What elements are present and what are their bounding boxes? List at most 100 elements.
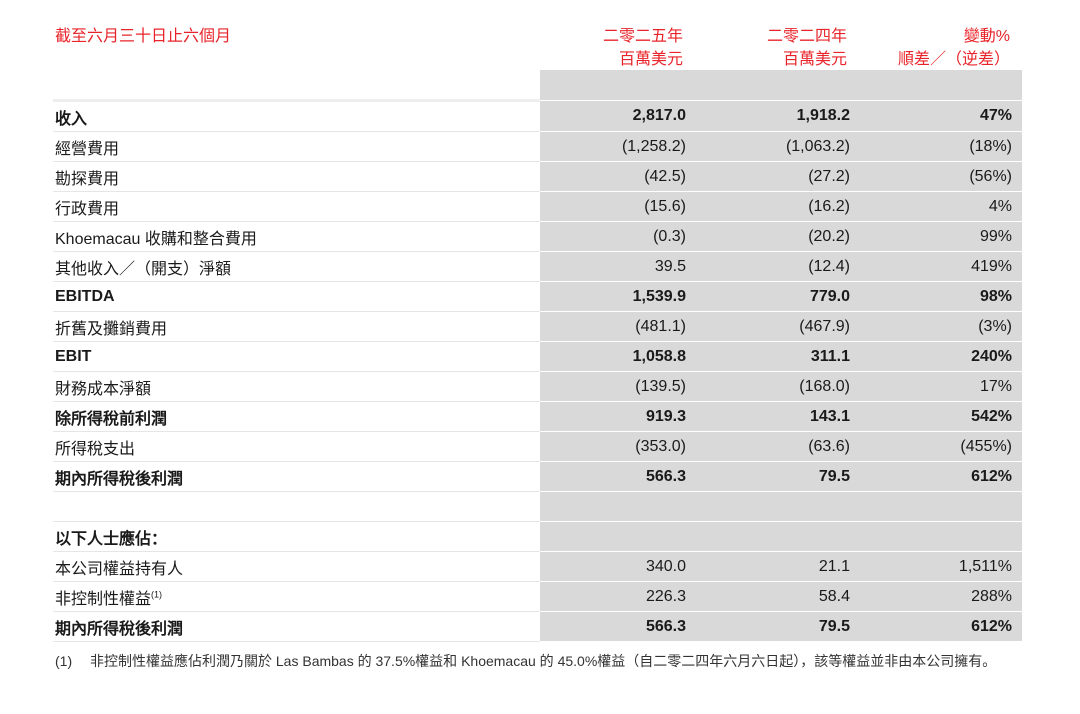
value-2024: (20.2) [702,221,862,252]
row-label: 所得稅支出 [53,431,540,462]
value-2025: 566.3 [540,461,702,492]
value-2024: 143.1 [702,401,862,432]
row-label: 以下人士應佔： [53,521,540,552]
row-label: 除所得稅前利潤 [53,401,540,432]
value-2025: (1,258.2) [540,131,702,162]
value-change [862,521,1022,552]
spacer [862,70,1022,101]
value-2025: 226.3 [540,581,702,612]
value-change: 4% [862,191,1022,222]
value-change: 419% [862,251,1022,282]
column-header-2024: 二零二四年 百萬美元 [687,25,847,71]
value-2024: 21.1 [702,551,862,582]
row-label: 勘探費用 [53,161,540,192]
table-row: 期內所得稅後利潤 566.3 79.5 612% [53,461,1022,492]
value-2024: (63.6) [702,431,862,462]
value-change: 612% [862,461,1022,492]
value-change: 98% [862,281,1022,312]
row-label-text: 行政費用 [55,200,120,218]
value-2025: (0.3) [540,221,702,252]
row-label: 期內所得稅後利潤 [53,611,540,642]
column-header-unit: 百萬美元 [782,51,847,68]
footnote-marker: (1) [55,653,73,669]
spacer [53,70,540,102]
value-change [862,491,1022,522]
column-header-change: 變動% 順差／（逆差） [850,25,1010,71]
table-row: 財務成本淨額 (139.5) (168.0) 17% [53,371,1022,402]
table-row: 除所得稅前利潤 919.3 143.1 542% [53,401,1022,432]
spacer [540,70,702,101]
row-label: 財務成本淨額 [53,371,540,402]
table-row: 期內所得稅後利潤 566.3 79.5 612% [53,611,1022,642]
footnote-text: 非控制性權益應佔利潤乃關於 Las Bambas 的 37.5%權益和 Khoe… [90,653,997,669]
row-label: 折舊及攤銷費用 [53,311,540,342]
value-2025: 39.5 [540,251,702,282]
value-2024: 79.5 [702,611,862,642]
value-2024: 311.1 [702,341,862,372]
value-2025: (15.6) [540,191,702,222]
value-change: (56%) [862,161,1022,192]
table-row: 勘探費用 (42.5) (27.2) (56%) [53,161,1022,192]
value-2025: 2,817.0 [540,100,702,132]
value-2024: 779.0 [702,281,862,312]
value-2025: 340.0 [540,551,702,582]
value-change: 612% [862,611,1022,642]
column-header-2025: 二零二五年 百萬美元 [523,25,683,71]
value-2024 [702,491,862,522]
table-row: EBIT 1,058.8 311.1 240% [53,341,1022,372]
row-label-text: 期內所得稅後利潤 [55,470,184,488]
column-header-change-sub: 順差／（逆差） [897,51,1010,68]
column-header-year: 二零二五年 [602,28,683,45]
row-label-text: 其他收入／（開支）淨額 [55,260,232,278]
row-label: 其他收入／（開支）淨額 [53,251,540,282]
table-row: 收入 2,817.0 1,918.2 47% [53,100,1022,132]
row-label-text: 勘探費用 [55,170,120,188]
value-2024: (12.4) [702,251,862,282]
income-statement-table: 收入 2,817.0 1,918.2 47% 經營費用 (1,258.2) (1,063.2… [53,70,1022,642]
row-label-text: 以下人士應佔： [55,530,168,548]
value-2024: (16.2) [702,191,862,222]
row-label-text: 收入 [55,110,88,128]
row-label-text: EBIT [55,347,92,365]
row-label-text: 折舊及攤銷費用 [55,320,168,338]
row-label: 非控制性權益(1) [53,581,540,612]
row-label-text: EBITDA [55,287,115,305]
row-label-text: 所得稅支出 [55,440,136,458]
row-label-text: 經營費用 [55,140,120,158]
row-label: 收入 [53,100,540,132]
table-row: EBITDA 1,539.9 779.0 98% [53,281,1022,312]
value-2025: 1,539.9 [540,281,702,312]
value-2025 [540,521,702,552]
row-label-text: Khoemacau 收購和整合費用 [55,230,257,248]
column-header-unit: 百萬美元 [618,51,683,68]
value-2025: 566.3 [540,611,702,642]
row-label: 期內所得稅後利潤 [53,461,540,492]
value-change: 47% [862,100,1022,132]
period-heading: 截至六月三十日止六個月 [55,28,232,45]
value-2024: (467.9) [702,311,862,342]
value-change: 240% [862,341,1022,372]
row-label-text: 除所得稅前利潤 [55,410,168,428]
value-change: (18%) [862,131,1022,162]
value-2024: 1,918.2 [702,100,862,132]
value-2024: 58.4 [702,581,862,612]
row-label-text: 非控制性權益 [55,590,152,608]
row-label [53,491,540,522]
row-label: 經營費用 [53,131,540,162]
value-2025: (353.0) [540,431,702,462]
row-label: EBITDA [53,281,540,312]
value-2024 [702,521,862,552]
table-row: 本公司權益持有人 340.0 21.1 1,511% [53,551,1022,582]
value-change: 17% [862,371,1022,402]
value-2025: (481.1) [540,311,702,342]
value-2025: 1,058.8 [540,341,702,372]
table-row: 其他收入／（開支）淨額 39.5 (12.4) 419% [53,251,1022,282]
table-row: Khoemacau 收購和整合費用 (0.3) (20.2) 99% [53,221,1022,252]
value-change: 542% [862,401,1022,432]
row-label-text: 財務成本淨額 [55,380,152,398]
row-label: 本公司權益持有人 [53,551,540,582]
row-label: EBIT [53,341,540,372]
row-label: Khoemacau 收購和整合費用 [53,221,540,252]
column-header-year: 二零二四年 [766,28,847,45]
value-2025: (42.5) [540,161,702,192]
